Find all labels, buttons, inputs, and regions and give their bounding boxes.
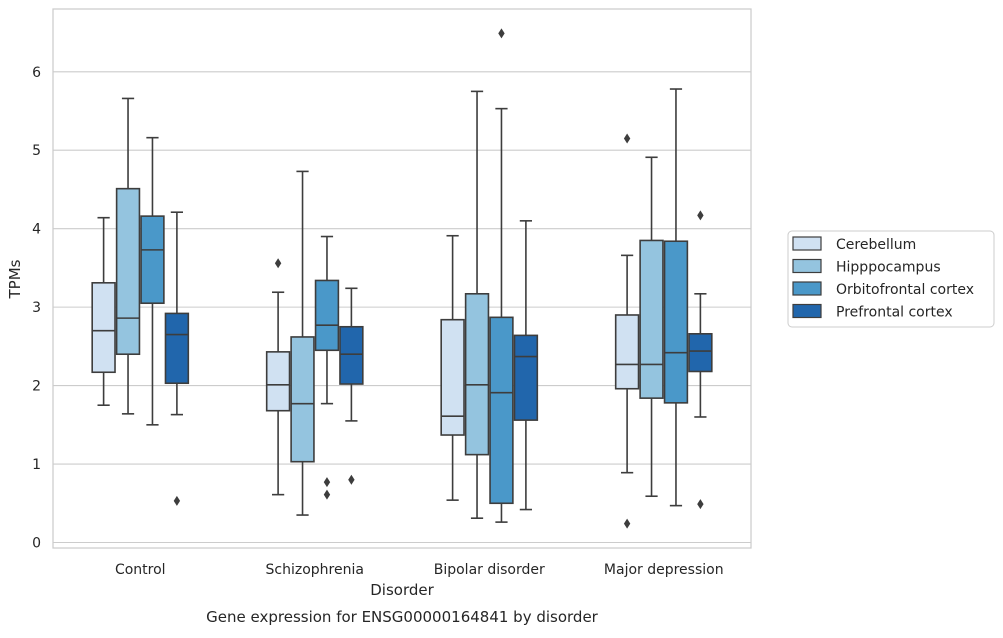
outlier-point bbox=[498, 28, 505, 39]
x-tick-label: Bipolar disorder bbox=[434, 562, 545, 578]
outlier-point bbox=[323, 489, 331, 500]
box-iqr bbox=[513, 334, 539, 421]
box-0-2 bbox=[440, 234, 465, 501]
legend-swatch bbox=[792, 303, 822, 319]
box-3-3 bbox=[688, 210, 713, 510]
box-iqr bbox=[639, 239, 664, 399]
box-iqr bbox=[265, 351, 291, 412]
box-3-2 bbox=[513, 220, 539, 511]
x-tick-label: Control bbox=[115, 562, 166, 578]
y-tick-label: 5 bbox=[32, 143, 41, 159]
box-iqr bbox=[489, 316, 514, 505]
y-tick-label: 6 bbox=[32, 65, 41, 81]
outlier-point bbox=[623, 518, 631, 529]
y-axis-label: TPMs bbox=[6, 259, 24, 299]
x-axis-label: Disorder bbox=[370, 581, 434, 599]
plot-frame bbox=[52, 8, 752, 549]
box-2-0 bbox=[140, 136, 165, 426]
box-2-2 bbox=[489, 28, 514, 523]
y-tick-label: 4 bbox=[32, 222, 41, 238]
x-tick-label: Schizophrenia bbox=[266, 562, 364, 578]
box-2-3 bbox=[663, 88, 689, 507]
box-iqr bbox=[440, 318, 465, 436]
gridlines bbox=[53, 71, 751, 544]
legend-frame bbox=[787, 230, 995, 328]
box-0-3 bbox=[614, 133, 640, 529]
box-1-3 bbox=[639, 156, 664, 498]
legend-label: Hipppocampus bbox=[836, 260, 941, 276]
outlier-point bbox=[697, 210, 704, 221]
y-tick-labels: 0 1 2 3 4 5 6 bbox=[32, 65, 41, 552]
y-tick-label: 1 bbox=[32, 457, 41, 473]
legend-swatch bbox=[792, 258, 822, 274]
box-3-1 bbox=[339, 287, 364, 485]
y-tick-label: 2 bbox=[32, 379, 41, 395]
box-iqr bbox=[115, 187, 141, 356]
chart-caption: Gene expression for ENSG00000164841 by d… bbox=[206, 608, 599, 626]
legend-label: Orbitofrontal cortex bbox=[836, 282, 974, 298]
box-0-1 bbox=[265, 258, 291, 496]
box-3-0 bbox=[164, 211, 190, 506]
box-iqr bbox=[339, 325, 364, 385]
outlier-point bbox=[697, 499, 704, 510]
legend: Cerebellum Hipppocampus Orbitofrontal cort… bbox=[787, 230, 995, 328]
box-iqr bbox=[688, 333, 713, 373]
box-iqr bbox=[614, 314, 640, 390]
outlier-point bbox=[173, 495, 181, 506]
legend-swatch bbox=[792, 236, 822, 251]
box-iqr bbox=[663, 240, 689, 404]
box-iqr bbox=[140, 215, 165, 305]
legend-label: Cerebellum bbox=[836, 237, 916, 253]
box-1-1 bbox=[290, 170, 315, 516]
box-iqr bbox=[464, 292, 490, 456]
box-iqr bbox=[91, 282, 116, 374]
outlier-point bbox=[274, 258, 282, 269]
box-0-0 bbox=[91, 216, 116, 407]
boxes-layer bbox=[91, 28, 713, 529]
box-iqr bbox=[164, 312, 190, 385]
x-tick-label: Major depression bbox=[604, 562, 724, 578]
x-tick-labels: Control Schizophrenia Bipolar disorder Majo… bbox=[115, 562, 724, 578]
box-1-0 bbox=[115, 97, 141, 415]
outlier-point bbox=[623, 133, 631, 144]
outlier-point bbox=[348, 474, 355, 485]
outlier-point bbox=[323, 477, 331, 488]
box-iqr bbox=[290, 336, 315, 463]
legend-swatch bbox=[792, 281, 822, 296]
legend-label: Prefrontal cortex bbox=[836, 305, 953, 321]
box-iqr bbox=[314, 279, 340, 352]
legend-items: Cerebellum Hipppocampus Orbitofrontal cort… bbox=[792, 236, 974, 321]
y-tick-label: 0 bbox=[32, 536, 41, 552]
box-2-1 bbox=[314, 235, 340, 500]
y-tick-label: 3 bbox=[32, 300, 41, 316]
box-1-2 bbox=[464, 90, 490, 519]
